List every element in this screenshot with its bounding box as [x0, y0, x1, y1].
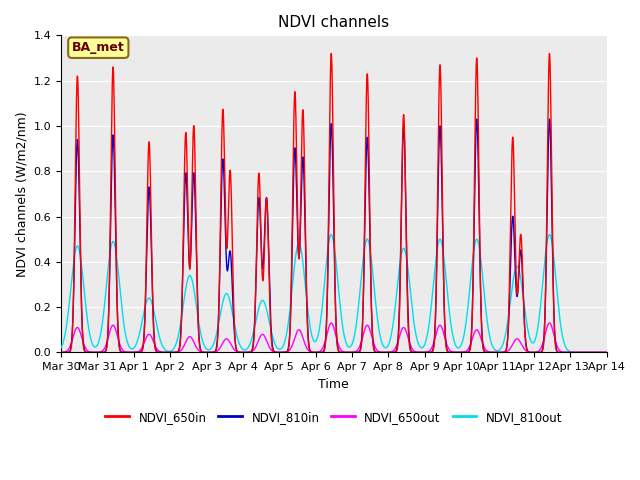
NDVI_650in: [188, 183, 196, 189]
NDVI_650in: [546, 50, 554, 56]
Text: BA_met: BA_met: [72, 41, 125, 54]
Line: NDVI_810out: NDVI_810out: [61, 235, 607, 352]
NDVI_650out: [74, 325, 82, 331]
NDVI_650in: [177, 335, 184, 341]
NDVI_650out: [188, 336, 196, 341]
NDVI_650in: [74, 101, 82, 107]
NDVI_810in: [177, 332, 184, 337]
Legend: NDVI_650in, NDVI_810in, NDVI_650out, NDVI_810out: NDVI_650in, NDVI_810in, NDVI_650out, NDV…: [100, 406, 567, 428]
Y-axis label: NDVI channels (W/m2/nm): NDVI channels (W/m2/nm): [15, 111, 28, 276]
NDVI_810out: [328, 232, 335, 238]
NDVI_810out: [57, 345, 65, 350]
NDVI_810in: [57, 349, 65, 355]
NDVI_650out: [57, 349, 65, 355]
NDVI_650out: [177, 348, 184, 353]
NDVI_810out: [188, 277, 196, 283]
NDVI_650in: [603, 349, 611, 355]
NDVI_650out: [546, 320, 554, 326]
NDVI_650out: [530, 349, 538, 355]
NDVI_810in: [116, 348, 124, 354]
NDVI_810in: [530, 349, 538, 355]
NDVI_650out: [346, 349, 353, 355]
NDVI_810in: [188, 209, 196, 215]
NDVI_650in: [57, 349, 65, 355]
NDVI_810out: [603, 349, 611, 355]
NDVI_810in: [546, 116, 554, 122]
NDVI_810out: [346, 344, 353, 350]
NDVI_810out: [177, 320, 184, 326]
NDVI_650out: [116, 343, 124, 349]
Line: NDVI_650in: NDVI_650in: [61, 53, 607, 352]
Line: NDVI_650out: NDVI_650out: [61, 323, 607, 352]
NDVI_810out: [116, 291, 124, 297]
NDVI_810out: [74, 244, 82, 250]
NDVI_650in: [346, 349, 353, 355]
NDVI_810in: [603, 349, 611, 355]
Title: NDVI channels: NDVI channels: [278, 15, 389, 30]
NDVI_810in: [346, 349, 353, 355]
X-axis label: Time: Time: [319, 378, 349, 391]
NDVI_810out: [530, 339, 538, 345]
Line: NDVI_810in: NDVI_810in: [61, 119, 607, 352]
NDVI_650in: [530, 349, 538, 355]
NDVI_650in: [116, 348, 124, 354]
NDVI_810in: [74, 155, 82, 161]
NDVI_650out: [603, 349, 611, 355]
